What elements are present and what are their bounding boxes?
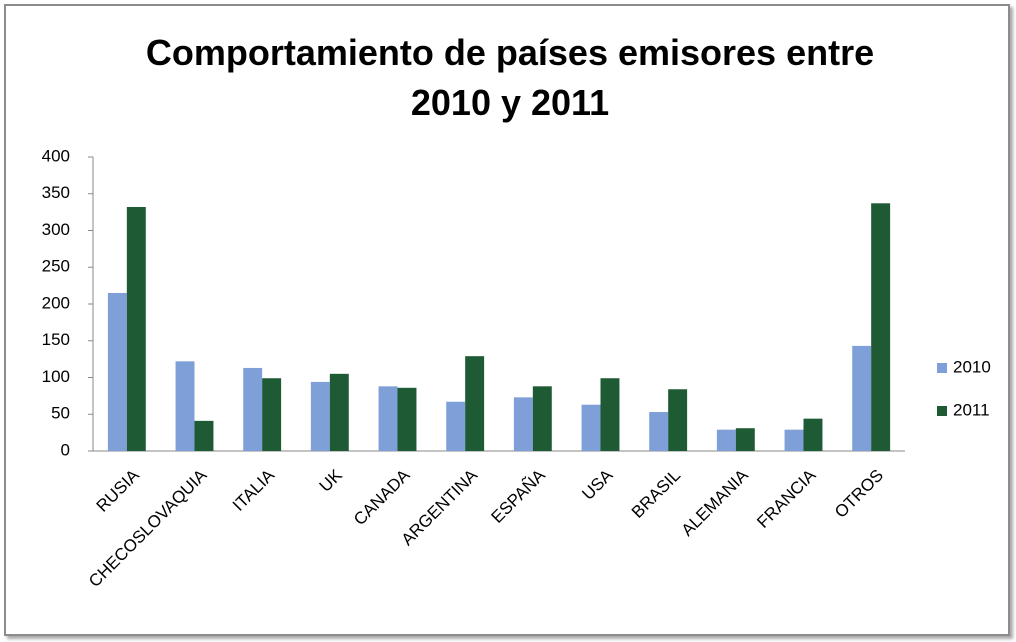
- legend-swatch: [937, 406, 947, 416]
- legend-swatch: [937, 363, 947, 373]
- bar: [107, 292, 127, 451]
- bar: [397, 387, 417, 451]
- chart-title: Comportamiento de países emisores entre …: [145, 32, 875, 123]
- x-tick-label: UK: [316, 465, 347, 496]
- bar: [803, 418, 823, 451]
- x-tick-label: CANADA: [350, 465, 414, 529]
- bar: [262, 378, 282, 451]
- x-tick-label: BRASIL: [628, 466, 684, 522]
- x-tick-label: USA: [578, 465, 617, 504]
- bar: [649, 412, 669, 451]
- y-tick-label: 350: [42, 183, 70, 202]
- x-tick-label: OTROS: [831, 466, 887, 522]
- bar: [716, 429, 736, 451]
- bar: [532, 386, 552, 451]
- y-tick-label: 50: [51, 404, 70, 423]
- x-tick-label: FRANCIA: [753, 465, 820, 532]
- bar: [871, 203, 891, 451]
- bar: [668, 389, 688, 451]
- bar: [446, 401, 466, 451]
- legend-label: 2011: [953, 400, 990, 419]
- bar: [126, 206, 146, 451]
- x-tick-label: ITALIA: [229, 465, 279, 515]
- y-tick-label: 150: [42, 330, 70, 349]
- bar: [465, 356, 485, 451]
- x-tick-label: ALEMANIA: [678, 465, 753, 540]
- bar: [600, 378, 620, 451]
- bar: [513, 397, 533, 451]
- y-tick-label: 250: [42, 257, 70, 276]
- x-tick-label: ESPAÑA: [488, 465, 550, 527]
- bar: [194, 420, 214, 451]
- bar: [784, 429, 804, 451]
- bar: [378, 386, 398, 451]
- bar: [581, 404, 601, 451]
- y-tick-label: 200: [42, 293, 70, 312]
- chart-frame: [4, 4, 1010, 636]
- x-tick-label: CHECOSLOVAQUIA: [85, 465, 211, 591]
- x-tick-label: RUSIA: [93, 465, 144, 516]
- bar: [852, 345, 872, 451]
- legend-label: 2010: [953, 357, 991, 376]
- y-tick-label: 400: [42, 146, 70, 165]
- y-tick-label: 0: [61, 440, 70, 459]
- bar: [310, 381, 330, 451]
- bar: [175, 361, 195, 451]
- bar: [329, 373, 349, 451]
- bar: [735, 428, 755, 451]
- y-tick-label: 100: [42, 367, 70, 386]
- bar: [243, 367, 263, 451]
- y-tick-label: 300: [42, 220, 70, 239]
